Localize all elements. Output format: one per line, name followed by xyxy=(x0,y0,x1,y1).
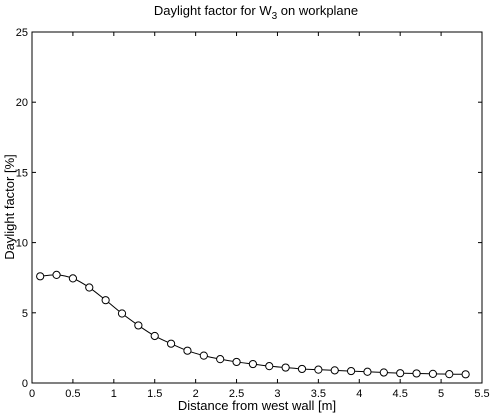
x-axis-ticks: 0 0.5 1 1.5 2 2.5 3 3.5 4 4.5 5 5.5 xyxy=(29,32,490,400)
x-tick-label: 5 xyxy=(438,388,444,400)
data-point xyxy=(134,321,143,330)
data-point xyxy=(265,362,274,371)
data-point xyxy=(330,366,339,375)
data-point xyxy=(461,370,470,379)
data-point xyxy=(117,309,127,318)
x-axis-label: Distance from west wall [m] xyxy=(178,398,336,413)
x-tick-label: 1 xyxy=(111,388,117,400)
data-point xyxy=(216,355,225,364)
y-tick-label: 0 xyxy=(22,378,28,390)
chart-title-rest: on workplane xyxy=(277,3,358,18)
y-axis-label: Daylight factor [%] xyxy=(2,154,17,260)
data-point xyxy=(183,346,192,355)
data-point xyxy=(150,331,159,341)
plot-area xyxy=(31,31,483,384)
data-point xyxy=(412,369,421,378)
data-point xyxy=(379,368,388,377)
x-tick-label: 3.5 xyxy=(311,388,326,400)
data-point xyxy=(101,296,110,305)
x-tick-label: 2 xyxy=(193,388,199,400)
y-tick-label: 25 xyxy=(16,27,28,39)
x-tick-label: 2.5 xyxy=(229,388,244,400)
x-tick-label: 4 xyxy=(356,388,362,400)
data-point xyxy=(445,370,454,379)
y-tick-label: 15 xyxy=(16,167,28,179)
y-tick-label: 5 xyxy=(22,308,28,320)
x-tick-label: 0 xyxy=(29,388,35,400)
data-point xyxy=(363,367,372,376)
y-tick-label: 20 xyxy=(16,97,28,109)
data-point xyxy=(396,369,405,378)
x-tick-label: 1.5 xyxy=(147,388,162,400)
chart-title: Daylight factor for W3 on workplane xyxy=(154,3,358,22)
data-point xyxy=(297,364,307,374)
y-tick-label: 10 xyxy=(16,238,28,250)
data-point xyxy=(314,365,323,374)
y-axis-ticks: 0 5 10 15 20 25 xyxy=(16,27,482,390)
chart-title-main: Daylight factor for W xyxy=(154,3,272,18)
data-point xyxy=(52,270,61,279)
data-point xyxy=(281,363,290,372)
data-point xyxy=(36,272,45,281)
x-tick-label: 5.5 xyxy=(474,388,489,400)
data-point xyxy=(166,339,176,348)
data-point xyxy=(346,366,356,376)
x-tick-label: 3 xyxy=(274,388,280,400)
data-point xyxy=(232,357,241,367)
data-point xyxy=(199,351,208,360)
x-tick-label: 4.5 xyxy=(393,388,408,400)
series-layer xyxy=(36,270,470,379)
x-tick-label: 0.5 xyxy=(65,388,80,400)
data-point xyxy=(248,359,258,369)
data-point xyxy=(428,369,438,378)
data-point xyxy=(85,283,94,292)
data-point xyxy=(68,274,78,283)
chart-title-subscript: 3 xyxy=(272,11,278,22)
